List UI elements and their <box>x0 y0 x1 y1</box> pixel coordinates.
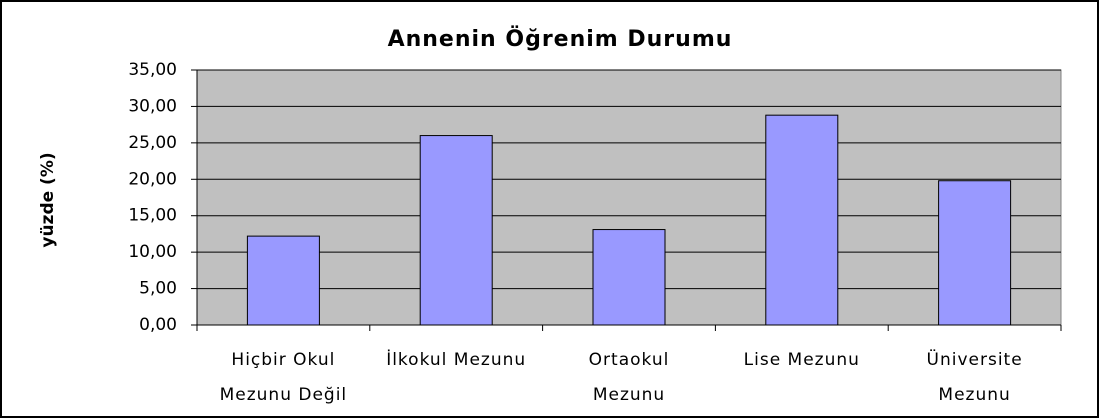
x-tick-label: Ortaokul Mezunu <box>588 350 670 405</box>
y-tick-label: 10,00 <box>128 242 177 262</box>
y-tick-label: 30,00 <box>128 96 177 116</box>
bar <box>419 135 493 326</box>
y-tick-label: 25,00 <box>128 133 177 153</box>
y-tick-label: 20,00 <box>128 169 177 189</box>
y-tick-label: 15,00 <box>128 206 177 226</box>
chart-title: Annenin Öğrenim Durumu <box>388 26 733 52</box>
y-axis-label: yüzde (%) <box>38 152 58 247</box>
x-tick-label: Hiçbir Okul Mezunu Değil <box>219 350 348 405</box>
bar <box>246 235 320 326</box>
x-tick-label: Lise Mezunu <box>743 350 860 370</box>
y-tick-label: 5,00 <box>139 279 177 299</box>
x-tick-label: İlkokul Mezunu <box>386 350 527 370</box>
bar <box>592 229 666 326</box>
bar <box>765 114 839 326</box>
y-tick-label: 0,00 <box>139 315 177 335</box>
x-tick-label: Üniversite Mezunu <box>926 350 1023 405</box>
y-tick-label: 35,00 <box>128 60 177 80</box>
bar <box>938 180 1012 326</box>
